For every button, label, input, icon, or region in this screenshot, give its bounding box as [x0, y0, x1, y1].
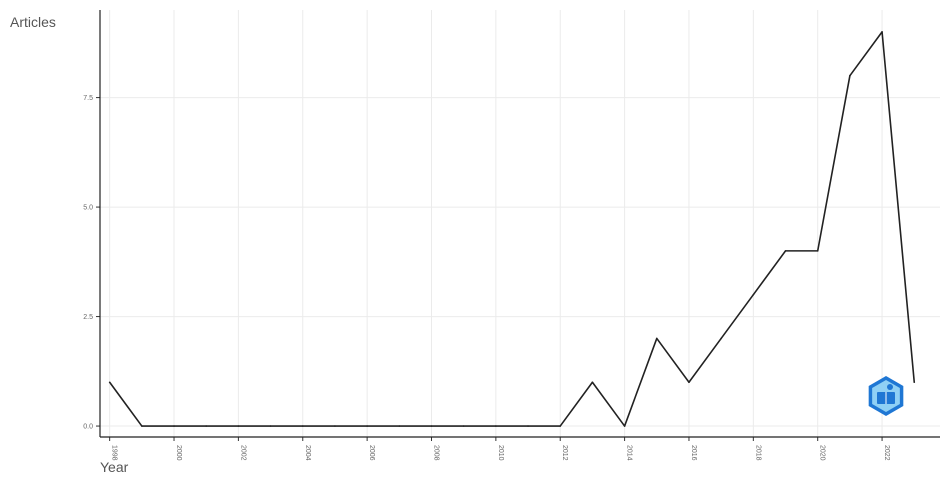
x-tick-label: 2010: [497, 445, 504, 461]
data-point: [334, 425, 336, 427]
data-point: [527, 425, 529, 427]
x-tick-label: 2014: [626, 445, 633, 461]
data-point: [205, 425, 208, 427]
data-point: [141, 425, 143, 427]
data-point: [108, 381, 111, 384]
y-tick-label: 5.0: [83, 205, 93, 212]
series-layer: [108, 31, 916, 427]
x-tick-label: 2008: [432, 445, 439, 461]
x-tick-label: 2020: [819, 445, 826, 461]
data-point: [913, 381, 916, 384]
gridlines: [100, 10, 940, 437]
y-tick-label: 2.5: [83, 314, 93, 321]
x-tick-label: 2012: [561, 445, 568, 461]
data-point: [559, 425, 562, 427]
data-point: [752, 293, 755, 296]
data-point: [591, 381, 594, 384]
data-point: [849, 74, 851, 77]
data-point: [816, 250, 819, 252]
x-tick-label: 2016: [690, 445, 697, 461]
data-point: [430, 425, 433, 427]
data-point: [269, 425, 272, 427]
y-tick-label: 0.0: [83, 424, 93, 431]
x-tick-label: 2018: [754, 445, 761, 461]
x-tick-label: 2006: [368, 445, 375, 461]
data-point: [301, 425, 304, 427]
data-point: [173, 425, 175, 427]
x-tick-label: 2004: [304, 445, 311, 461]
y-tick-label: 7.5: [83, 95, 93, 102]
y-axis-title: Articles: [10, 14, 56, 30]
data-point: [398, 425, 401, 427]
bibliometrix-hexagon-logo-icon: [868, 376, 904, 416]
data-point: [720, 337, 722, 340]
x-axis-title: Year: [100, 459, 129, 475]
data-point: [881, 31, 883, 33]
data-point: [237, 425, 240, 427]
data-point: [655, 337, 658, 340]
x-tick-label: 2022: [883, 445, 890, 461]
x-tick-label: 1998: [111, 445, 118, 461]
data-point: [784, 250, 787, 252]
logo-dot: [887, 384, 893, 390]
data-point: [623, 425, 626, 427]
data-point: [688, 381, 690, 384]
series-line: [109, 31, 916, 427]
data-point: [462, 425, 465, 427]
x-tick-label: 2002: [239, 445, 246, 461]
data-point: [366, 425, 368, 427]
data-point: [495, 425, 497, 427]
axes: [96, 10, 940, 441]
x-tick-label: 2000: [175, 445, 182, 461]
tick-labels: 1998 2000 2002 2004 2006 2008 2010 2012 2014 2016…: [83, 95, 890, 461]
